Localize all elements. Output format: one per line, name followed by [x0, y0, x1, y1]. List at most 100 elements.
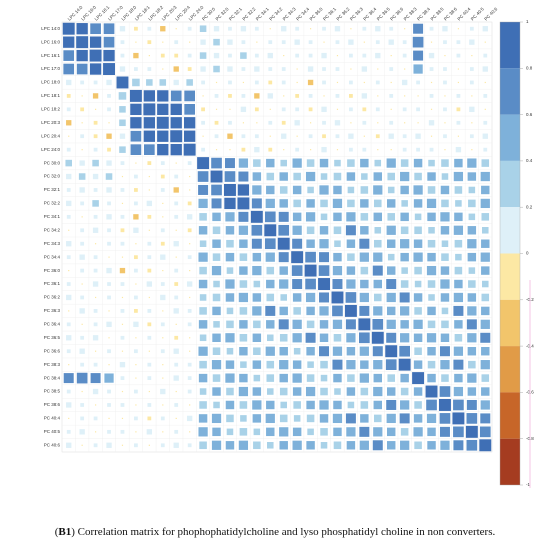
correlation-cell	[469, 26, 474, 31]
correlation-cell	[292, 238, 303, 249]
correlation-cell	[480, 400, 490, 410]
correlation-cell	[467, 346, 477, 356]
correlation-cell	[198, 279, 208, 289]
correlation-cell	[387, 213, 395, 221]
correlation-cell	[333, 252, 342, 262]
correlation-cell	[336, 108, 339, 110]
correlation-cell	[360, 266, 369, 275]
row-label: LPC 18:1	[41, 93, 60, 98]
correlation-cell	[174, 335, 179, 340]
correlation-cell	[385, 345, 398, 358]
correlation-cell	[199, 334, 207, 342]
correlation-cell	[346, 333, 356, 343]
correlation-cell	[254, 93, 260, 99]
correlation-cell	[66, 255, 71, 260]
correlation-cell	[119, 106, 126, 113]
correlation-cell	[481, 306, 490, 316]
correlation-cell	[162, 68, 164, 70]
correlation-cell	[281, 26, 287, 32]
correlation-cell	[93, 188, 98, 192]
correlation-cell	[388, 133, 394, 139]
correlation-cell	[389, 94, 394, 98]
correlation-cell	[187, 389, 192, 394]
correlation-cell	[173, 79, 179, 86]
correlation-cell	[62, 22, 75, 35]
column-label: PC 34:2	[268, 6, 283, 21]
correlation-cell	[279, 172, 288, 181]
row-label: LPC 18:0	[41, 80, 60, 85]
correlation-cell	[120, 53, 125, 58]
correlation-cell	[359, 238, 370, 249]
correlation-cell	[135, 337, 137, 339]
correlation-cell	[281, 80, 286, 85]
row-label: PC 32:2	[44, 201, 61, 206]
correlation-cell	[174, 282, 179, 286]
row-label: PC 36:3	[44, 308, 61, 313]
correlation-cell	[199, 240, 207, 247]
correlation-cell	[133, 52, 139, 59]
correlation-cell	[241, 40, 246, 45]
correlation-cell	[198, 226, 208, 235]
correlation-cell	[482, 66, 488, 72]
correlation-cell	[162, 364, 164, 366]
correlation-cell	[241, 67, 246, 71]
correlation-cell	[240, 361, 247, 368]
correlation-cell	[386, 306, 396, 316]
correlation-cell	[359, 332, 370, 344]
correlation-cell	[240, 415, 247, 422]
correlation-cell	[238, 171, 249, 182]
correlation-cell	[239, 266, 248, 275]
correlation-cell	[333, 172, 342, 181]
correlation-cell	[346, 346, 356, 356]
correlation-cell	[134, 26, 138, 31]
correlation-cell	[390, 54, 392, 57]
correlation-cell	[237, 197, 250, 210]
correlation-cell	[266, 427, 275, 437]
correlation-cell	[427, 280, 436, 288]
correlation-cell	[373, 172, 383, 181]
correlation-cell	[441, 320, 449, 329]
colorbar-block	[500, 207, 520, 254]
correlation-cell	[212, 387, 221, 396]
correlation-cell	[92, 159, 99, 167]
correlation-cell	[66, 94, 71, 98]
colorbar-block	[500, 68, 520, 115]
correlation-cell	[309, 28, 312, 30]
correlation-cell	[66, 107, 71, 112]
correlation-cell	[107, 295, 111, 300]
correlation-cell	[414, 226, 422, 235]
correlation-cell	[386, 279, 397, 290]
correlation-cell	[277, 237, 290, 250]
row-label: PC 30:0	[44, 160, 61, 165]
correlation-cell	[211, 413, 222, 424]
correlation-cell	[120, 376, 125, 380]
correlation-cell	[346, 441, 356, 450]
correlation-cell	[454, 320, 463, 329]
correlation-cell	[108, 122, 110, 124]
correlation-cell	[147, 403, 152, 407]
correlation-cell	[400, 239, 410, 249]
correlation-cell	[429, 147, 434, 152]
correlation-cell	[413, 427, 423, 437]
colorbar-tick-label: 0.4	[526, 158, 533, 163]
correlation-cell	[361, 66, 368, 72]
correlation-cell	[295, 53, 300, 58]
correlation-cell	[279, 199, 288, 208]
correlation-cell	[374, 293, 382, 302]
correlation-cell	[429, 26, 434, 31]
correlation-cell	[322, 26, 326, 31]
correlation-cell	[346, 212, 356, 222]
correlation-cell	[211, 360, 222, 370]
correlation-cell	[103, 49, 115, 62]
correlation-cell	[281, 120, 286, 125]
correlation-cell	[80, 134, 85, 139]
correlation-cell	[319, 414, 329, 423]
correlation-cell	[250, 210, 263, 223]
correlation-cell	[318, 265, 330, 276]
correlation-cell	[94, 108, 97, 110]
correlation-cell	[427, 441, 436, 450]
correlation-cell	[93, 214, 98, 219]
correlation-cell	[469, 80, 474, 85]
correlation-cell	[129, 89, 142, 102]
correlation-cell	[454, 186, 463, 194]
